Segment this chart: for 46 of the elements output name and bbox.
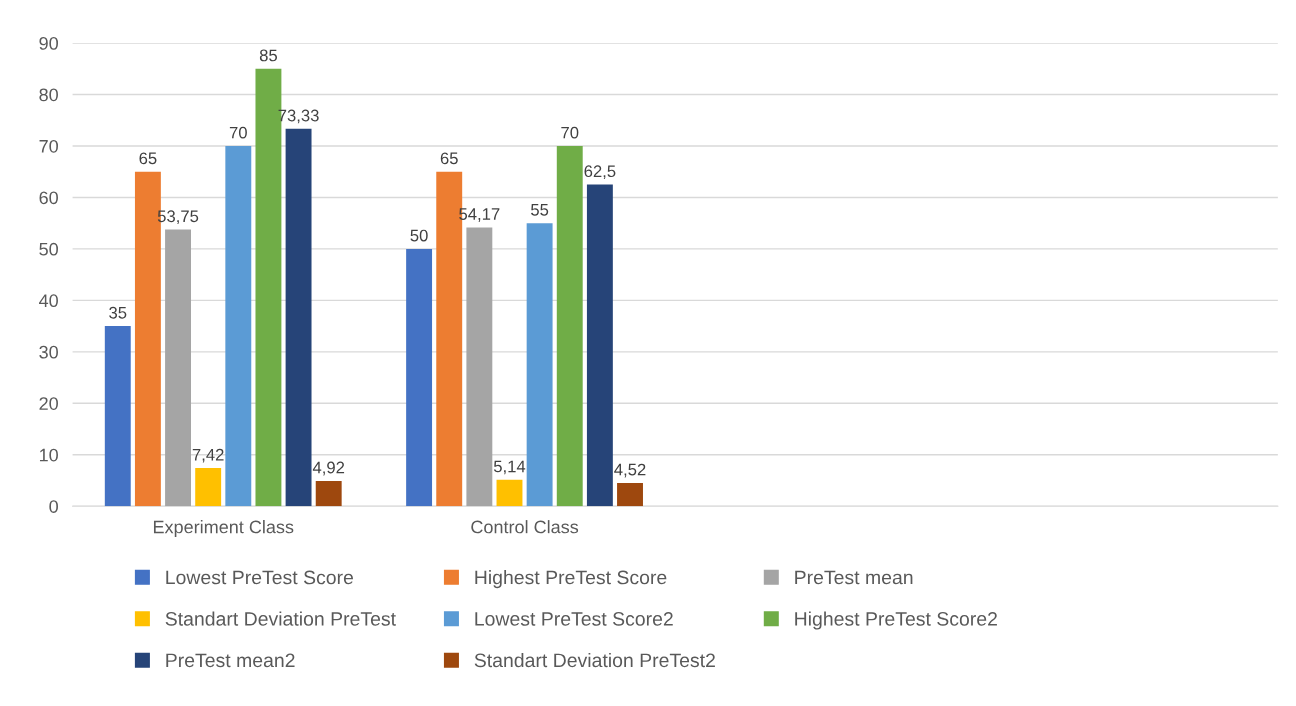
y-tick-label: 60 <box>39 191 58 205</box>
data-label: 62,5 <box>584 165 616 180</box>
bar <box>285 128 312 507</box>
legend-label: PreTest mean <box>795 570 913 585</box>
bar <box>586 184 613 507</box>
bar <box>526 223 553 507</box>
legend-label: Standart Deviation PreTest2 <box>474 652 715 668</box>
bar <box>165 229 191 507</box>
y-tick-label: 90 <box>39 37 58 50</box>
legend-label: Highest PreTest Score2 <box>795 611 997 630</box>
bar <box>195 468 222 507</box>
data-label: 65 <box>440 152 458 165</box>
bar <box>496 479 523 507</box>
bar <box>104 326 131 507</box>
data-label: 50 <box>410 229 428 242</box>
legend-label: Highest PreTest Score <box>475 570 667 589</box>
legend-label: Standart Deviation PreTest <box>165 611 396 626</box>
data-label: 85 <box>259 49 278 62</box>
data-label: 4,52 <box>614 463 646 478</box>
y-tick-label: 70 <box>39 139 58 153</box>
y-tick-label: 20 <box>39 397 58 410</box>
x-tick-label: Control Class <box>471 520 579 534</box>
data-label: 35 <box>109 306 127 319</box>
legend-label: Lowest PreTest Score <box>166 570 353 585</box>
data-label: 4,92 <box>312 461 345 476</box>
y-tick-label: 0 <box>49 500 58 513</box>
data-label: 5,14 <box>493 460 526 475</box>
y-tick-label: 80 <box>39 88 58 102</box>
y-tick-label: 30 <box>39 345 58 359</box>
data-label: 70 <box>229 126 247 139</box>
y-tick-label: 40 <box>39 294 58 308</box>
data-label: 65 <box>139 152 157 165</box>
legend-label: PreTest mean2 <box>166 653 295 668</box>
bar <box>406 248 433 507</box>
data-label: 7,42 <box>192 448 224 463</box>
data-label: 70 <box>561 126 579 139</box>
legend-label: Lowest PreTest Score2 <box>475 611 673 626</box>
bar <box>556 145 583 507</box>
bar <box>315 480 342 507</box>
data-label: 55 <box>531 204 549 216</box>
bar <box>225 145 252 507</box>
bar <box>617 482 643 507</box>
y-tick-label: 10 <box>39 448 58 462</box>
bar <box>466 227 493 507</box>
x-tick-label: Experiment Class <box>153 520 294 537</box>
y-tick-label: 50 <box>39 242 58 256</box>
